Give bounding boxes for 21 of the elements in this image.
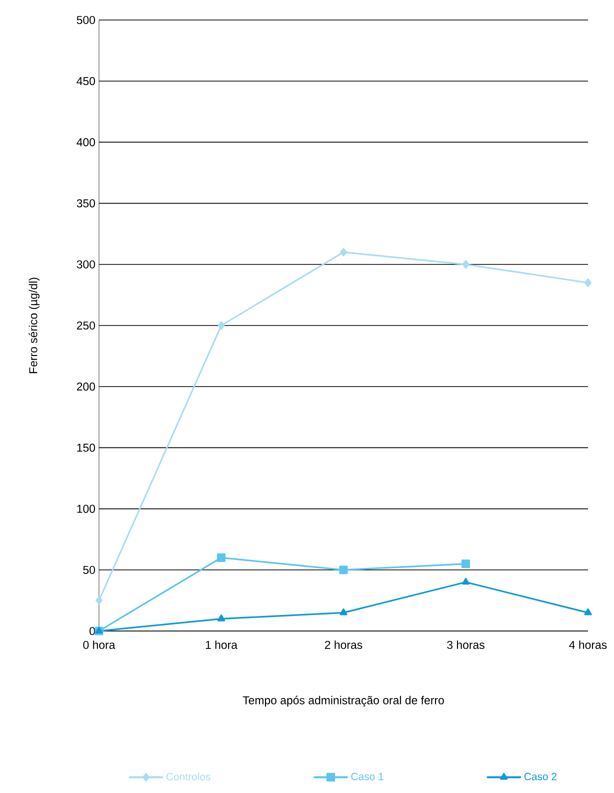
x-tick-label: 4 horas bbox=[569, 640, 607, 649]
y-tick-label: 50 bbox=[83, 566, 96, 574]
x-tick-label: 2 horas bbox=[324, 640, 362, 649]
y-tick-label: 300 bbox=[76, 260, 96, 268]
y-tick-label: 250 bbox=[76, 321, 96, 330]
legend-label: Caso 1 bbox=[351, 772, 384, 780]
y-tick-label: 100 bbox=[77, 504, 96, 513]
x-tick-label: 3 horas bbox=[447, 640, 484, 649]
y-tick-label: 150 bbox=[77, 444, 96, 452]
y-axis-title: Ferro sérico (µg/dl) bbox=[28, 278, 40, 374]
y-tick-label: 500 bbox=[76, 16, 96, 24]
y-tick-label: 350 bbox=[76, 199, 96, 208]
x-tick-label: 1 hora bbox=[206, 640, 238, 649]
x-tick-label: 0 hora bbox=[83, 640, 116, 649]
legend-label: Caso 2 bbox=[524, 772, 556, 780]
y-tick-label: 400 bbox=[76, 138, 96, 146]
y-tick-label: 200 bbox=[76, 382, 96, 391]
x-axis-title: Tempo após administração oral de ferro bbox=[242, 696, 444, 707]
y-tick-label: 450 bbox=[76, 77, 96, 86]
legend-label: Controlos bbox=[166, 772, 210, 780]
y-tick-label: 0 bbox=[90, 626, 96, 636]
